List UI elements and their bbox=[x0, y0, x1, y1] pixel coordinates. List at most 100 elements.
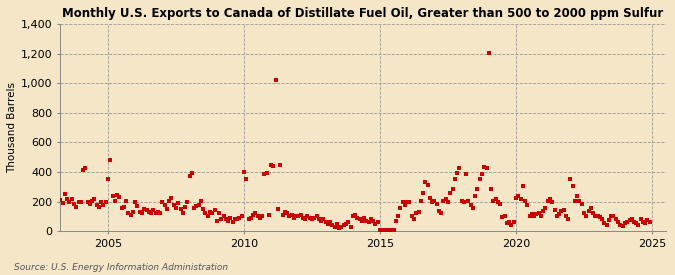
Point bbox=[166, 196, 177, 200]
Point bbox=[284, 214, 295, 219]
Point bbox=[438, 199, 449, 203]
Point bbox=[178, 211, 188, 216]
Point bbox=[146, 211, 157, 216]
Point bbox=[366, 217, 377, 222]
Point bbox=[443, 200, 454, 205]
Point bbox=[134, 210, 145, 214]
Point bbox=[130, 200, 140, 205]
Point bbox=[468, 206, 479, 210]
Point bbox=[348, 214, 358, 219]
Point bbox=[316, 219, 327, 223]
Point bbox=[606, 213, 617, 218]
Point bbox=[157, 200, 168, 205]
Point bbox=[91, 203, 102, 207]
Point bbox=[508, 219, 519, 224]
Point bbox=[500, 213, 510, 218]
Point bbox=[232, 217, 242, 222]
Point bbox=[477, 172, 487, 176]
Point bbox=[298, 216, 308, 220]
Point bbox=[246, 216, 256, 220]
Point bbox=[336, 224, 347, 229]
Point bbox=[78, 167, 88, 172]
Point bbox=[275, 163, 286, 167]
Point bbox=[128, 210, 138, 214]
Point bbox=[415, 199, 426, 203]
Point bbox=[592, 213, 603, 218]
Point bbox=[261, 170, 272, 175]
Point bbox=[211, 219, 222, 223]
Point bbox=[406, 214, 417, 219]
Point bbox=[436, 210, 447, 215]
Point bbox=[483, 51, 494, 55]
Point bbox=[207, 211, 217, 216]
Point bbox=[570, 199, 580, 203]
Point bbox=[279, 210, 290, 214]
Point bbox=[345, 224, 356, 229]
Point bbox=[631, 221, 642, 225]
Point bbox=[551, 213, 562, 218]
Point bbox=[538, 209, 549, 213]
Point bbox=[504, 219, 514, 224]
Point bbox=[80, 165, 91, 170]
Point bbox=[352, 216, 363, 220]
Point bbox=[256, 214, 267, 219]
Point bbox=[363, 220, 374, 224]
Point bbox=[250, 211, 261, 216]
Point bbox=[136, 211, 147, 216]
Point bbox=[549, 208, 560, 212]
Point bbox=[295, 213, 306, 217]
Point bbox=[169, 202, 180, 207]
Point bbox=[327, 223, 338, 227]
Point bbox=[628, 219, 639, 224]
Point bbox=[400, 203, 410, 207]
Point bbox=[343, 220, 354, 224]
Point bbox=[458, 200, 469, 205]
Point bbox=[320, 220, 331, 224]
Point bbox=[325, 220, 335, 224]
Point bbox=[196, 199, 207, 203]
Point bbox=[101, 200, 111, 205]
Point bbox=[318, 217, 329, 222]
Point bbox=[116, 206, 127, 210]
Point bbox=[618, 224, 628, 228]
Point bbox=[536, 213, 547, 218]
Y-axis label: Thousand Barrels: Thousand Barrels bbox=[7, 82, 17, 173]
Point bbox=[53, 182, 63, 186]
Point bbox=[402, 199, 412, 204]
Point bbox=[252, 214, 263, 219]
Point bbox=[82, 200, 93, 205]
Point bbox=[513, 194, 524, 199]
Point bbox=[529, 213, 540, 218]
Point bbox=[66, 197, 77, 202]
Point bbox=[545, 197, 556, 202]
Point bbox=[420, 179, 431, 184]
Point bbox=[271, 78, 281, 82]
Point bbox=[640, 221, 651, 225]
Point bbox=[386, 228, 397, 233]
Point bbox=[377, 228, 387, 233]
Point bbox=[151, 211, 161, 216]
Point bbox=[293, 214, 304, 219]
Point bbox=[390, 219, 401, 223]
Point bbox=[193, 202, 204, 207]
Point bbox=[121, 199, 132, 203]
Point bbox=[109, 199, 120, 203]
Point bbox=[490, 197, 501, 202]
Point bbox=[111, 193, 122, 197]
Point bbox=[304, 216, 315, 220]
Point bbox=[578, 210, 589, 215]
Point bbox=[475, 176, 485, 181]
Point bbox=[153, 210, 163, 214]
Point bbox=[254, 216, 265, 220]
Point bbox=[393, 214, 404, 219]
Point bbox=[563, 216, 574, 221]
Point bbox=[87, 199, 98, 203]
Point bbox=[558, 208, 569, 212]
Point bbox=[595, 215, 605, 219]
Point bbox=[300, 217, 310, 222]
Point bbox=[176, 207, 186, 211]
Point bbox=[485, 187, 496, 191]
Point bbox=[259, 172, 270, 176]
Point bbox=[218, 214, 229, 219]
Point bbox=[448, 187, 458, 191]
